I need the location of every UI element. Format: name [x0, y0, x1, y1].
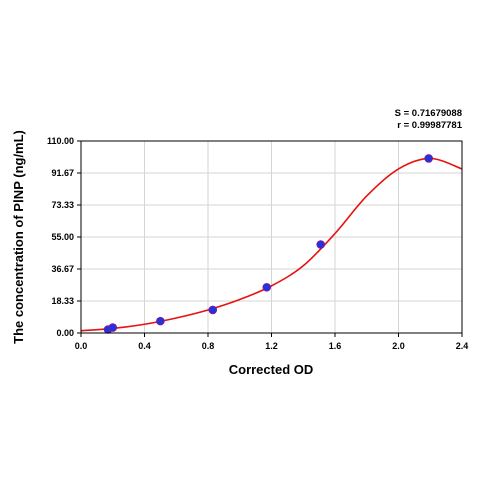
plot-frame	[80, 140, 463, 334]
fitted-curve-layer	[80, 157, 463, 332]
y-tick-label: 36.67	[51, 264, 74, 274]
y-tick-label: 110.00	[47, 136, 74, 146]
data-point	[316, 240, 326, 249]
x-tick-label: 0.0	[75, 341, 88, 351]
y-axis-title: The concentration of PⅠNP (ng/mL)	[11, 130, 26, 344]
y-tick-label: 55.00	[51, 232, 74, 242]
x-tick-label: 0.4	[138, 341, 151, 351]
x-tick-label: 2.4	[456, 341, 469, 351]
data-point	[262, 282, 272, 292]
y-tick-label: 0.00	[56, 328, 74, 338]
grid	[81, 141, 462, 333]
x-tick-label: 2.0	[392, 341, 405, 351]
y-tick-label: 73.33	[51, 200, 74, 210]
data-point	[108, 323, 118, 332]
data-point	[208, 305, 218, 315]
data-points-layer	[103, 154, 433, 334]
y-tick-label: 18.33	[51, 296, 74, 306]
data-point	[424, 154, 433, 163]
data-point	[156, 316, 165, 326]
stat-s-value: S = 0.71679088	[395, 108, 462, 119]
x-tick-label: 1.6	[329, 341, 342, 351]
x-axis-title: Corrected OD	[229, 362, 314, 377]
x-tick-label: 1.2	[265, 341, 278, 351]
stat-r-value: r = 0.99987781	[397, 120, 462, 131]
y-tick-label: 91.67	[51, 168, 74, 178]
fitted-curve-line	[80, 157, 463, 332]
axis-ticks: 0.0 0.4 0.8 1.2 1.6 2.0 2.4 0.00 18.33 36.67 55.00…	[47, 136, 468, 351]
x-tick-label: 0.8	[202, 341, 215, 351]
